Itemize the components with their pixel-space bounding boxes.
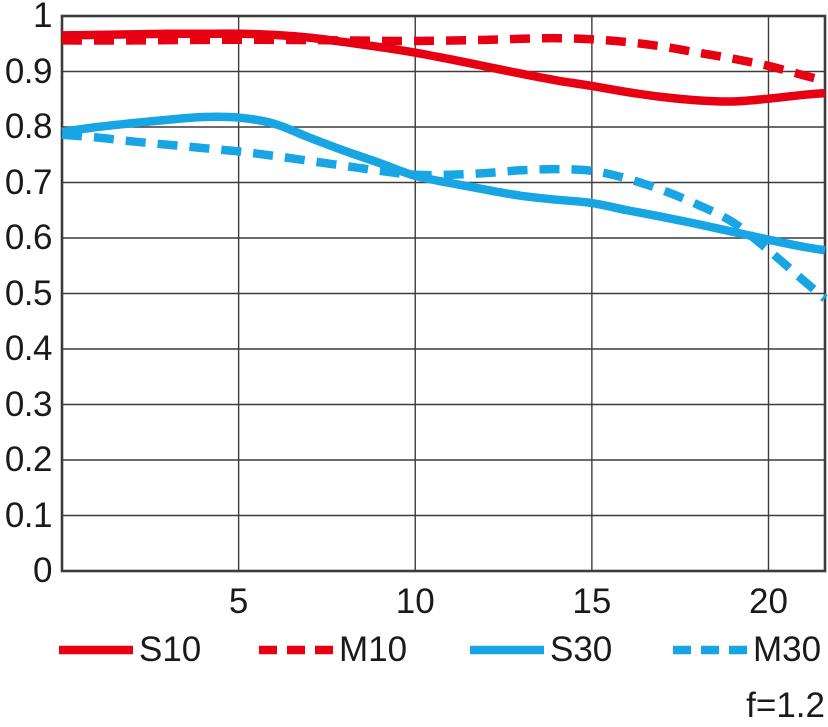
x-tick-label: 20: [749, 582, 788, 621]
series-m30-curve: [61, 130, 828, 302]
series-s10-curve: [61, 29, 826, 106]
y-tick-label: 0.3: [4, 384, 53, 424]
series-s30-curve: [61, 112, 826, 255]
legend-item-m30: M30: [672, 628, 821, 672]
legend-line-sample: [259, 645, 333, 655]
legend-label: S30: [550, 630, 613, 669]
y-tick-label: 0.9: [4, 51, 53, 91]
aperture-label: f=1.2: [746, 686, 825, 725]
x-tick-label: 10: [395, 582, 435, 621]
plot-border: [60, 14, 827, 573]
y-tick-label: 0.2: [4, 440, 53, 479]
y-tick-label: 0: [33, 551, 52, 590]
legend-label: S10: [139, 630, 202, 669]
legend-item-s30: S30: [469, 628, 612, 672]
x-tick-label: 15: [572, 582, 612, 621]
y-tick-label: 0.6: [4, 218, 53, 257]
plot-canvas: [60, 14, 828, 573]
y-tick-label: 0.4: [4, 329, 53, 368]
y-tick-label: 0.8: [4, 107, 53, 146]
x-tick-label: 5: [228, 582, 249, 621]
legend-label: M30: [753, 630, 822, 669]
chart-legend: S10 M10 S30 M30: [0, 628, 828, 672]
y-tick-label: 0.5: [4, 273, 53, 313]
y-tick-label: 0.1: [4, 495, 53, 535]
y-tick-label: 1: [33, 0, 52, 35]
legend-item-m10: M10: [258, 628, 407, 672]
legend-line-sample: [59, 645, 133, 655]
legend-line-sample: [470, 645, 544, 655]
y-tick-label: 0.7: [4, 162, 53, 202]
legend-line-sample: [673, 645, 747, 655]
legend-label: M10: [339, 630, 408, 669]
legend-item-s10: S10: [58, 628, 201, 672]
series-m10-curve: [61, 33, 827, 86]
